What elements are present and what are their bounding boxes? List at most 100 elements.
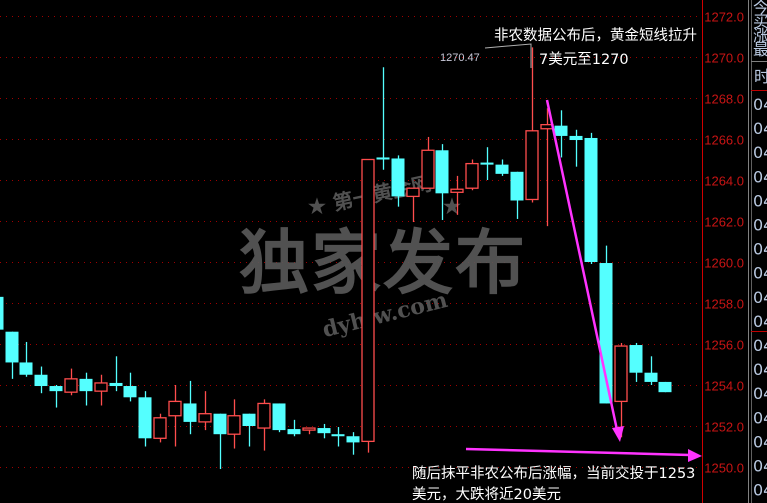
candle-body xyxy=(435,150,449,194)
y-tick-label: 1264.0 xyxy=(704,174,744,189)
candle xyxy=(5,331,19,379)
candle xyxy=(361,158,375,453)
candle xyxy=(138,391,152,447)
candle-body xyxy=(376,157,390,160)
side-time-row[interactable]: 04 xyxy=(753,143,767,162)
candle-body xyxy=(569,135,583,141)
side-time-row[interactable]: 04 xyxy=(753,481,767,500)
candle-body xyxy=(5,331,19,363)
candle xyxy=(658,381,672,393)
side-time-row[interactable]: 04 xyxy=(753,264,767,283)
side-time-row[interactable]: 04 xyxy=(753,432,767,451)
candle xyxy=(302,427,316,435)
candle xyxy=(198,391,212,431)
candle-body xyxy=(317,428,331,434)
candle-body xyxy=(123,386,137,398)
watermark-star-icon: ★ xyxy=(308,194,326,218)
top-note-line1: 非农数据公布后，黄金短线拉升 xyxy=(494,27,697,44)
candle xyxy=(480,147,494,180)
candle xyxy=(227,399,241,449)
candle-body xyxy=(153,417,167,439)
candle xyxy=(79,372,93,406)
candle xyxy=(317,423,331,439)
candle xyxy=(495,159,509,176)
candle-body xyxy=(584,137,598,262)
side-top-label: 最 xyxy=(753,40,767,59)
side-top-label: 涨 xyxy=(753,26,767,45)
side-time-row[interactable]: 04 xyxy=(753,457,767,476)
candle xyxy=(406,187,420,223)
candle-body xyxy=(213,413,227,435)
candle-body xyxy=(331,434,345,437)
candle xyxy=(287,419,301,437)
candle-body xyxy=(510,171,524,201)
candle-body xyxy=(227,415,241,435)
y-tick-label: 1266.0 xyxy=(704,133,744,148)
candle-body xyxy=(465,162,479,189)
candle-body xyxy=(19,362,33,375)
side-time-row[interactable]: 04 xyxy=(753,288,767,307)
candle xyxy=(168,385,182,447)
side-time-row[interactable]: 04 xyxy=(753,191,767,210)
candle xyxy=(554,110,568,158)
bottom-note-line1: 随后抹平非农公布后涨幅，当前交投于1253 xyxy=(412,464,695,482)
candle xyxy=(614,342,628,438)
annotations: 1270.47 非农数据公布后，黄金短线拉升 7美元至1270 随后抹平非农公布… xyxy=(412,27,702,503)
candle-body xyxy=(495,164,509,174)
candle xyxy=(435,144,449,220)
candle xyxy=(465,159,479,191)
side-time-row[interactable]: 04 xyxy=(753,119,767,138)
y-tick-label: 1268.0 xyxy=(704,92,744,107)
candle xyxy=(257,399,271,451)
y-tick-label: 1258.0 xyxy=(704,297,744,312)
side-time-row[interactable]: 04 xyxy=(753,312,767,331)
drop-arrow-line xyxy=(545,99,619,431)
y-tick-label: 1270.0 xyxy=(704,51,744,66)
candle xyxy=(346,432,360,455)
candle xyxy=(569,129,583,167)
candle-body xyxy=(554,125,568,136)
candle xyxy=(213,413,227,470)
candle-body xyxy=(614,345,628,403)
candle-body xyxy=(257,402,271,429)
candle xyxy=(584,132,598,265)
candle-body xyxy=(406,187,420,198)
side-time-row[interactable]: 04 xyxy=(753,95,767,114)
candle-body xyxy=(287,429,301,435)
candle xyxy=(540,108,554,227)
side-time-row[interactable]: 04 xyxy=(753,216,767,235)
y-tick-label: 1256.0 xyxy=(704,338,744,353)
side-time-row[interactable]: 04 xyxy=(753,240,767,259)
candle-body xyxy=(49,386,63,392)
side-header: 时 xyxy=(754,67,767,86)
y-tick-label: 1254.0 xyxy=(704,379,744,394)
candle-body xyxy=(361,158,375,443)
candle-body xyxy=(272,403,286,431)
candle xyxy=(183,380,197,435)
high-leader-line xyxy=(484,43,532,68)
candle-body xyxy=(138,397,152,439)
candle-body xyxy=(79,378,93,392)
side-time-row[interactable]: 04 xyxy=(753,384,767,403)
flat-arrow-head-icon xyxy=(688,449,702,462)
candles xyxy=(0,47,672,470)
y-tick-label: 1250.0 xyxy=(704,461,744,476)
candle xyxy=(123,372,137,402)
candle xyxy=(421,136,435,189)
side-top-label: 买 xyxy=(753,12,767,31)
side-time-row[interactable]: 04 xyxy=(753,167,767,186)
candle-body xyxy=(183,403,197,422)
candle-body xyxy=(480,162,494,165)
y-tick-label: 1262.0 xyxy=(704,215,744,230)
candle-body xyxy=(644,372,658,382)
y-tick-label: 1252.0 xyxy=(704,420,744,435)
candle xyxy=(450,175,464,215)
candle-body xyxy=(629,345,643,373)
side-time-row[interactable]: 04 xyxy=(753,408,767,427)
side-top-label: 今 xyxy=(753,0,767,17)
candle-body xyxy=(64,378,78,393)
side-time-row[interactable]: 04 xyxy=(753,336,767,355)
side-time-row[interactable]: 04 xyxy=(753,360,767,379)
